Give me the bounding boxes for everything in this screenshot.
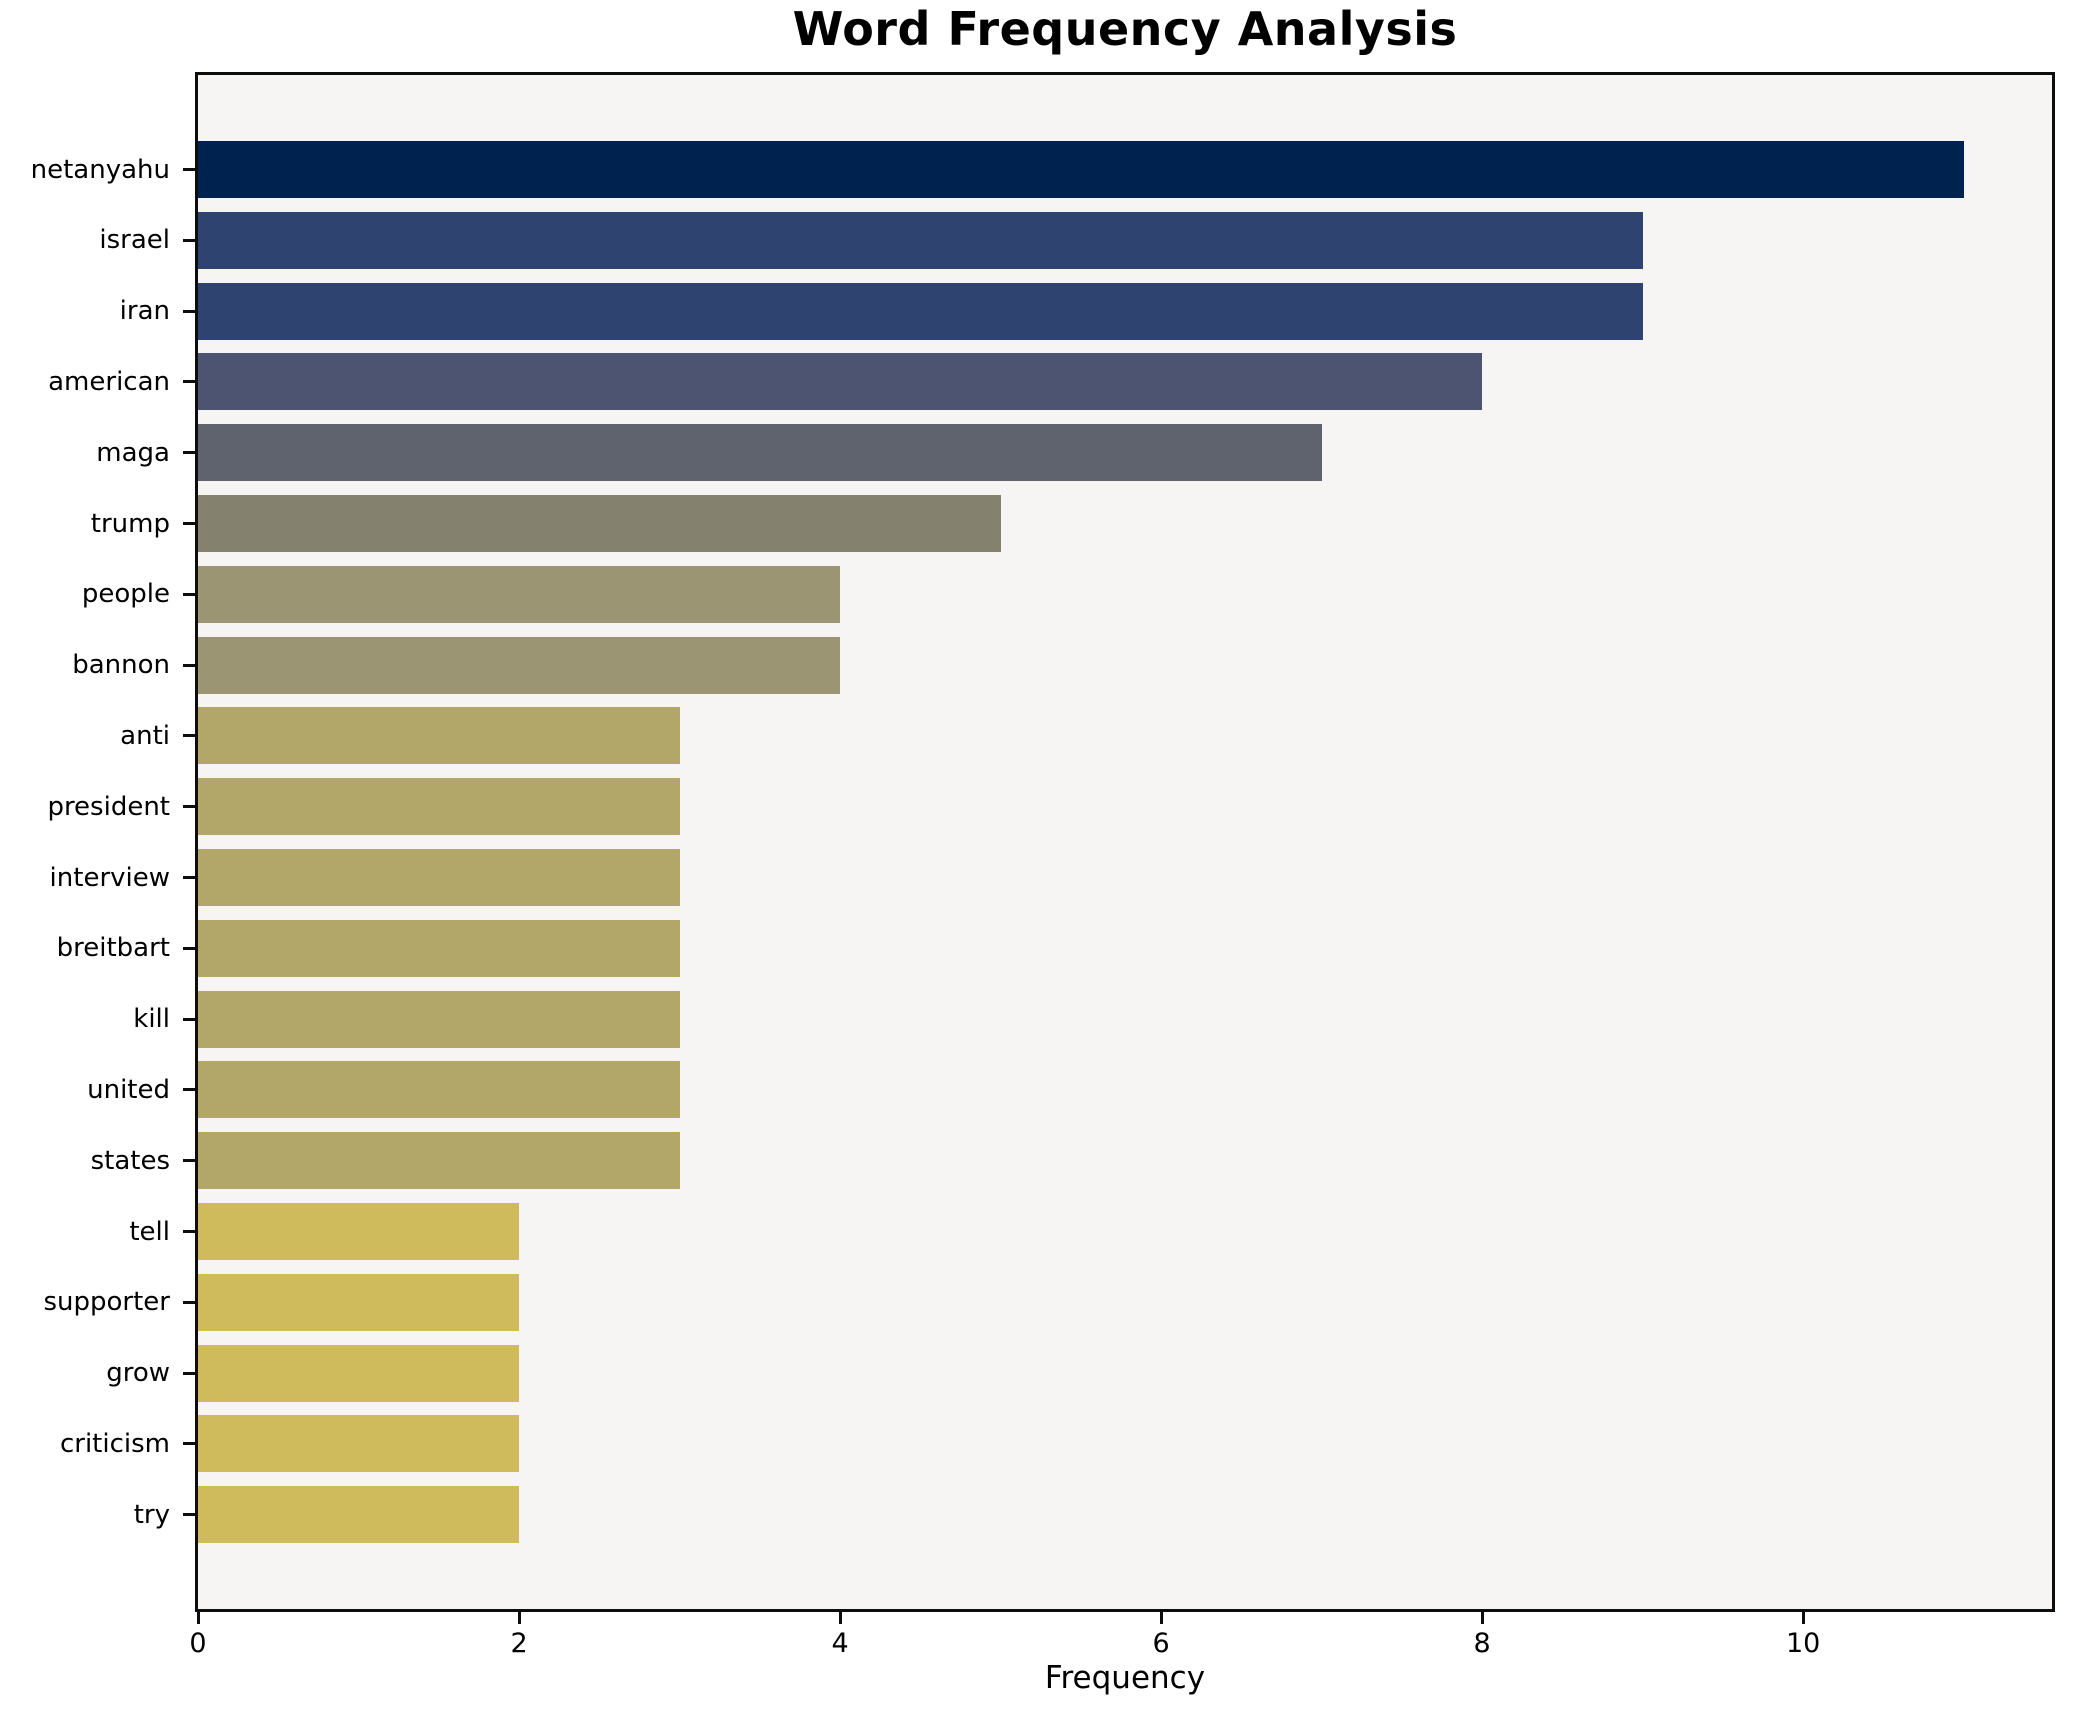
- x-tick-mark: [196, 1612, 200, 1624]
- bar-anti: [198, 707, 680, 765]
- y-tick-label: netanyahu: [30, 154, 170, 185]
- bar-try: [198, 1486, 520, 1544]
- y-tick-mark: [183, 1442, 195, 1446]
- bar-trump: [198, 495, 1001, 552]
- y-tick-mark: [183, 734, 195, 738]
- x-tick-label: 2: [510, 1628, 528, 1659]
- y-tick-mark: [183, 238, 195, 242]
- bar-united: [198, 1061, 680, 1119]
- y-tick-label: people: [81, 579, 170, 610]
- bar-american: [198, 353, 1483, 411]
- y-tick-label: criticism: [59, 1428, 170, 1459]
- chart-title: Word Frequency Analysis: [792, 2, 1458, 56]
- y-tick-label: american: [48, 366, 170, 397]
- bar-iran: [198, 282, 1643, 340]
- bar-states: [198, 1132, 680, 1190]
- y-tick-mark: [183, 805, 195, 809]
- y-tick-mark: [183, 1371, 195, 1375]
- y-tick-mark: [183, 663, 195, 667]
- x-tick-mark: [1159, 1612, 1163, 1624]
- y-tick-mark: [183, 876, 195, 879]
- y-tick-mark: [183, 380, 195, 384]
- y-tick-mark: [183, 522, 195, 525]
- x-tick-label: 10: [1786, 1628, 1821, 1659]
- y-tick-mark: [183, 1159, 195, 1163]
- x-tick-label: 0: [189, 1628, 207, 1659]
- y-tick-label: try: [133, 1499, 170, 1530]
- y-tick-label: iran: [119, 296, 170, 327]
- x-tick-mark: [838, 1612, 842, 1624]
- y-tick-mark: [183, 1088, 195, 1092]
- bar-people: [198, 565, 841, 623]
- y-tick-label: tell: [129, 1216, 170, 1247]
- y-tick-label: supporter: [43, 1287, 170, 1318]
- bar-supporter: [198, 1273, 520, 1331]
- y-tick-mark: [183, 1513, 195, 1517]
- y-tick-label: united: [87, 1074, 170, 1105]
- x-tick-label: 8: [1473, 1628, 1491, 1659]
- y-tick-mark: [183, 592, 195, 596]
- bar-breitbart: [198, 919, 680, 977]
- y-tick-label: bannon: [72, 650, 170, 681]
- bar-netanyahu: [198, 141, 1964, 198]
- y-tick-label: trump: [90, 508, 170, 539]
- y-tick-mark: [183, 1017, 195, 1021]
- y-tick-label: kill: [133, 1004, 170, 1035]
- x-axis-title: Frequency: [1044, 1660, 1206, 1696]
- bar-grow: [198, 1344, 520, 1402]
- bar-tell: [198, 1203, 520, 1260]
- x-tick-label: 4: [831, 1628, 849, 1659]
- y-tick-mark: [183, 451, 195, 455]
- x-tick-mark: [1480, 1612, 1484, 1624]
- bar-interview: [198, 849, 680, 906]
- y-tick-label: breitbart: [56, 933, 170, 964]
- y-tick-label: maga: [96, 437, 170, 468]
- y-tick-label: states: [90, 1145, 170, 1176]
- bar-maga: [198, 424, 1322, 482]
- y-tick-mark: [183, 946, 195, 950]
- y-tick-label: grow: [106, 1358, 170, 1389]
- bar-president: [198, 778, 680, 836]
- bar-kill: [198, 990, 680, 1048]
- bar-criticism: [198, 1415, 520, 1473]
- bar-israel: [198, 211, 1643, 269]
- x-tick-mark: [1801, 1612, 1805, 1624]
- y-tick-label: president: [47, 791, 170, 822]
- x-tick-label: 6: [1152, 1628, 1170, 1659]
- plot-area: [195, 72, 2055, 1612]
- y-tick-mark: [183, 1300, 195, 1304]
- y-tick-label: anti: [120, 720, 170, 751]
- y-tick-mark: [183, 309, 195, 313]
- y-tick-label: israel: [99, 225, 170, 256]
- y-tick-label: interview: [49, 862, 170, 893]
- x-tick-mark: [517, 1612, 521, 1624]
- bar-bannon: [198, 636, 841, 694]
- y-tick-mark: [183, 1230, 195, 1233]
- y-tick-mark: [183, 168, 195, 171]
